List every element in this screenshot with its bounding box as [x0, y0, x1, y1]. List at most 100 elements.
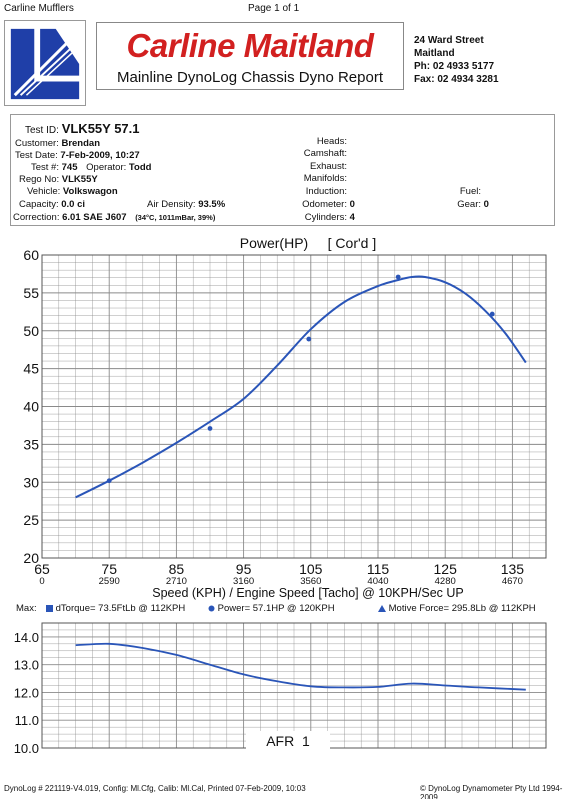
test-id-value: VLK55Y 57.1 — [61, 121, 140, 136]
address-fax: Fax: 02 4934 3281 — [414, 74, 499, 85]
vehicle-row: Vehicle: Volkswagon — [27, 186, 118, 197]
rpm-tick-label: 0 — [39, 576, 44, 587]
customer-label: Customer: — [15, 138, 59, 149]
address-phone: Ph: 02 4933 5177 — [414, 61, 495, 72]
address-street: 24 Ward Street — [414, 35, 484, 46]
triangle-marker-icon — [378, 604, 386, 612]
rpm-tick-label: 4280 — [435, 576, 456, 587]
x-tick-label: 95 — [236, 561, 252, 577]
x-tick-label: 125 — [434, 561, 458, 577]
operator-label: Operator: — [86, 162, 127, 173]
x-tick-label: 135 — [501, 561, 525, 577]
y-tick-label: 40 — [23, 399, 39, 415]
vehicle-value: Volkswagon — [62, 186, 118, 197]
y-tick-label: 45 — [23, 361, 39, 377]
dot-marker-icon — [208, 605, 215, 612]
exhaust-label: Exhaust: — [310, 161, 347, 172]
afr-chart-title: AFR 1 — [266, 733, 310, 749]
rego-row: Rego No: VLK55Y — [19, 174, 98, 185]
afr-y-tick-label: 13.0 — [14, 658, 39, 673]
capacity-row: Capacity: 0.0 ci — [19, 199, 85, 210]
customer-row: Customer: Brendan — [15, 138, 100, 149]
gear-label: Gear: — [457, 199, 481, 210]
gear-row: Gear: 0 — [431, 199, 489, 210]
power-marker — [207, 426, 213, 431]
test-id-label: Test ID: — [25, 125, 59, 136]
gear-value: 0 — [483, 199, 489, 210]
x-tick-label: 65 — [34, 561, 50, 577]
correction-label: Correction: — [13, 212, 60, 223]
power-chart-title: Power(HP) [ Cor'd ] — [240, 235, 376, 251]
cylinders-value: 4 — [349, 212, 355, 223]
test-number-value: 745 — [61, 162, 78, 173]
rpm-tick-label: 2710 — [166, 576, 187, 587]
power-chart-svg: 20 25 30 35 40 45 50 55 60 65 75 85 95 105 115 125 135 0… — [23, 235, 547, 600]
square-marker-icon — [46, 604, 53, 612]
power-marker — [306, 336, 312, 342]
x-tick-label: 75 — [101, 561, 117, 577]
max-prefix: Max: — [16, 603, 37, 614]
address-town: Maitland — [414, 48, 455, 59]
conditions-value: (34°C, 1011mBar, 39%) — [135, 213, 216, 222]
operator-value: Todd — [128, 162, 152, 173]
max-summary: Max: dTorque= 73.5FtLb @ 112KPH Power= 5… — [12, 602, 557, 616]
correction-row: Correction: 6.01 SAE J607 (34°C, 1011mBa… — [13, 212, 215, 223]
max-power: Power= 57.1HP @ 120KPH — [217, 603, 335, 614]
footer-copyright: © DynoLog Dynamometer Pty Ltd 1994-2009 — [420, 784, 563, 799]
afr-y-tick-label: 14.0 — [14, 630, 39, 645]
customer-value: Brendan — [61, 138, 101, 149]
rpm-tick-label: 3560 — [300, 576, 321, 587]
cylinders-row: Cylinders: 4 — [287, 212, 355, 223]
afr-chart-svg: 10.0 11.0 12.0 13.0 14.0 AFR 1 — [14, 622, 547, 756]
afr-y-tick-label: 10.0 — [14, 741, 39, 756]
air-density-label: Air Density: — [147, 199, 196, 210]
y-tick-label: 55 — [23, 285, 39, 301]
afr-y-tick-label: 11.0 — [15, 713, 39, 728]
test-info-panel: Test ID: VLK55Y 57.1 Customer: Brendan T… — [10, 114, 555, 226]
footer-version: DynoLog # 221119-V4.019, Config: Ml.Cfg,… — [4, 784, 306, 793]
afr-curve — [75, 642, 526, 691]
report-subtitle: Mainline DynoLog Chassis Dyno Report — [117, 69, 383, 86]
camshaft-label: Camshaft: — [303, 148, 347, 159]
test-number-label: Test #: — [31, 162, 59, 173]
y-tick-label: 60 — [23, 247, 39, 263]
print-header-left: Carline Mufflers — [4, 3, 74, 14]
x-tick-label: 105 — [299, 561, 323, 577]
odometer-label: Odometer: — [302, 199, 347, 210]
power-marker — [395, 274, 401, 280]
mainline-logo — [4, 20, 86, 106]
power-chart: 20 25 30 35 40 45 50 55 60 65 75 85 95 105 115 125 135 0… — [8, 230, 563, 602]
y-tick-label: 25 — [23, 512, 39, 528]
odometer-value: 0 — [349, 199, 355, 210]
rpm-tick-label: 4670 — [502, 576, 523, 587]
max-torque: dTorque= 73.5FtLb @ 112KPH — [55, 603, 186, 614]
x-tick-label: 115 — [367, 561, 390, 577]
rpm-tick-label: 2590 — [99, 576, 120, 587]
fuel-row: Fuel: — [431, 186, 481, 197]
capacity-value: 0.0 ci — [61, 199, 86, 210]
air-density-value: 93.5% — [198, 199, 226, 210]
cylinders-label: Cylinders: — [304, 212, 347, 223]
air-density-row: Air Density: 93.5% — [147, 199, 225, 210]
manifolds-label: Manifolds: — [303, 173, 347, 184]
test-id-row: Test ID: VLK55Y 57.1 — [25, 121, 140, 136]
manifolds-row: Manifolds: — [287, 173, 347, 184]
mainline-logo-icon — [10, 28, 80, 100]
fuel-label: Fuel: — [459, 186, 481, 197]
correction-value: 6.01 SAE J607 — [62, 212, 127, 223]
camshaft-row: Camshaft: — [287, 148, 347, 159]
power-marker — [489, 311, 495, 317]
rego-value: VLK55Y — [61, 174, 98, 185]
heads-label: Heads: — [316, 136, 347, 147]
induction-label: Induction: — [305, 186, 347, 197]
print-header-page: Page 1 of 1 — [248, 3, 300, 14]
exhaust-row: Exhaust: — [287, 161, 347, 172]
odometer-row: Odometer: 0 — [287, 199, 355, 210]
test-date-value: 7-Feb-2009, 10:27 — [60, 150, 140, 161]
rpm-tick-label: 3160 — [233, 576, 254, 587]
vehicle-label: Vehicle: — [27, 186, 61, 197]
power-marker — [106, 478, 112, 484]
afr-y-tick-label: 12.0 — [14, 685, 39, 700]
test-date-label: Test Date: — [15, 150, 58, 161]
y-tick-label: 35 — [23, 436, 39, 452]
